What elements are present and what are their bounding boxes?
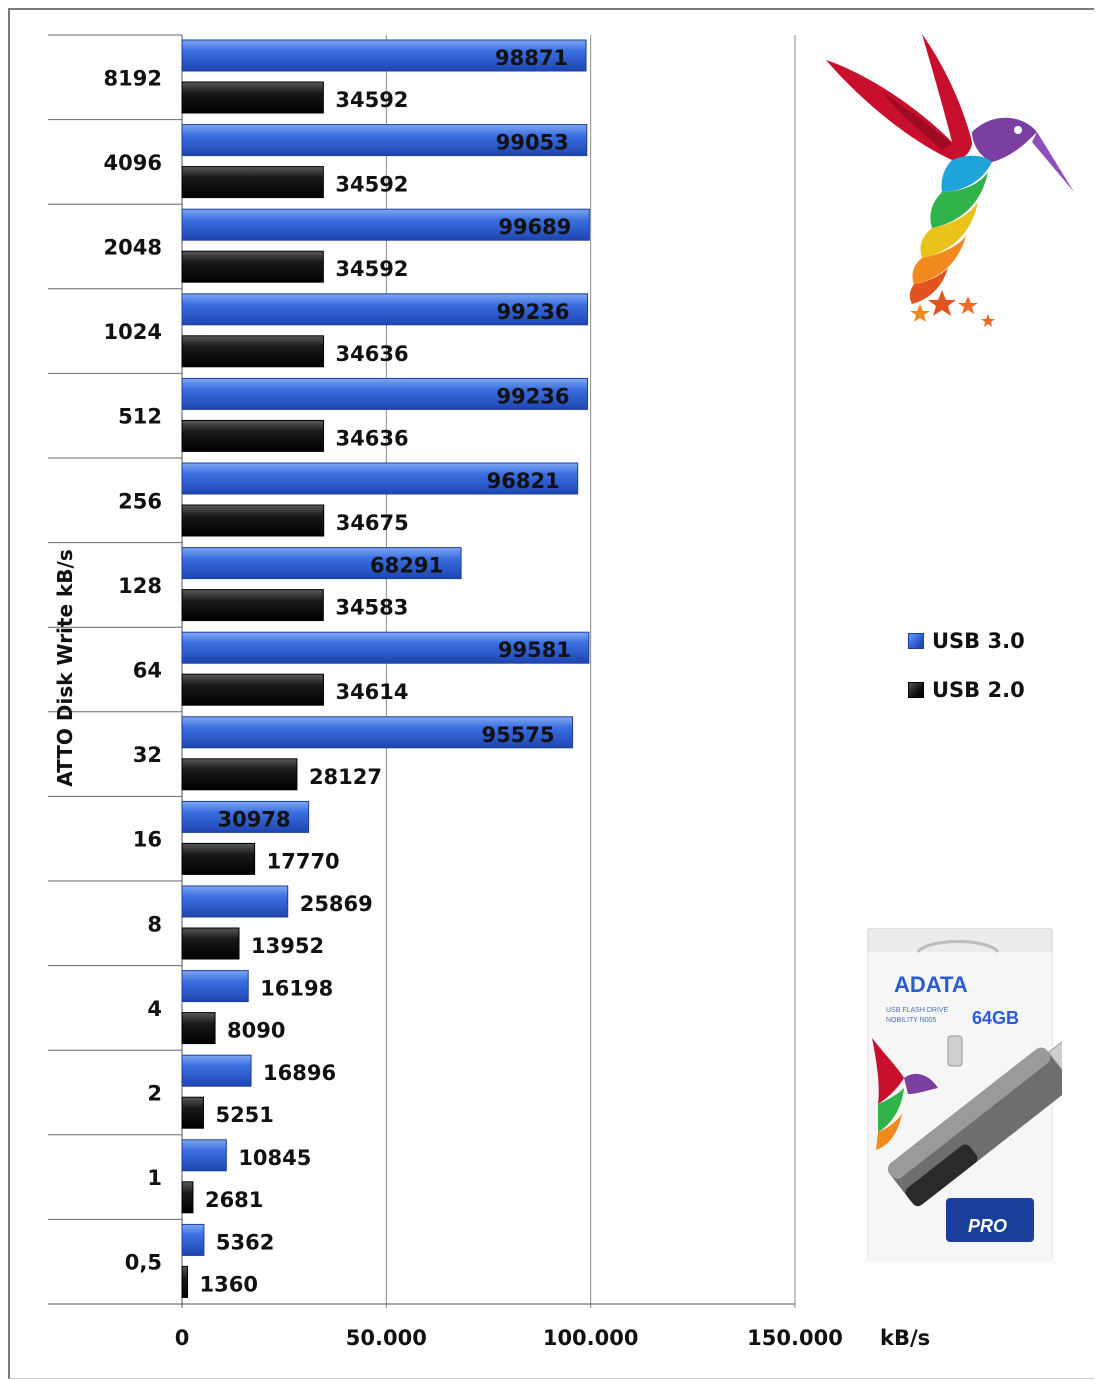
data-label-usb3: 96821 — [487, 469, 560, 493]
data-label-usb3: 16198 — [260, 977, 333, 1001]
data-label-usb2: 34614 — [335, 680, 408, 704]
legend-swatch-usb2 — [908, 682, 924, 698]
category-label: 8192 — [104, 66, 162, 90]
bar-usb2 — [182, 590, 323, 621]
data-label-usb2: 5251 — [215, 1103, 273, 1127]
legend-label-usb2: USB 2.0 — [932, 678, 1025, 702]
category-label: 64 — [133, 659, 162, 683]
x-tick-label: 150.000 — [747, 1326, 843, 1350]
data-label-usb2: 2681 — [205, 1188, 263, 1212]
bar-usb2 — [182, 928, 239, 959]
bar-usb2 — [182, 251, 323, 282]
data-label-usb2: 34636 — [336, 342, 409, 366]
category-label: 256 — [118, 489, 162, 513]
data-label-usb3: 99236 — [496, 384, 569, 408]
data-label-usb2: 34583 — [335, 596, 408, 620]
legend-item-usb3: USB 3.0 — [908, 629, 1025, 653]
data-label-usb2: 34636 — [336, 426, 409, 450]
data-label-usb3: 16896 — [263, 1061, 336, 1085]
bar-usb3 — [182, 1140, 226, 1171]
category-label: 4096 — [104, 151, 162, 175]
category-label: 16 — [133, 828, 162, 852]
data-label-usb2: 34592 — [335, 88, 408, 112]
category-label: 2 — [147, 1082, 162, 1106]
category-label: 0,5 — [125, 1251, 162, 1275]
category-label: 128 — [118, 574, 162, 598]
bar-usb2 — [182, 759, 297, 790]
data-label-usb3: 99236 — [496, 300, 569, 324]
bar-usb3 — [182, 886, 288, 917]
data-label-usb3: 25869 — [300, 892, 373, 916]
bar-usb2 — [182, 167, 323, 198]
data-label-usb2: 28127 — [309, 765, 382, 789]
data-label-usb2: 17770 — [267, 849, 340, 873]
product-line2: NOBILITY N005 — [886, 1017, 937, 1024]
product-badge: PRO — [968, 1216, 1007, 1236]
data-label-usb3: 99581 — [498, 638, 571, 662]
bar-usb2 — [182, 336, 324, 367]
data-label-usb2: 34675 — [336, 511, 409, 535]
data-label-usb3: 99053 — [496, 131, 569, 155]
x-axis-label: kB/s — [880, 1326, 930, 1350]
data-label-usb2: 13952 — [251, 934, 324, 958]
x-tick-label: 0 — [175, 1326, 190, 1350]
bar-usb3 — [182, 971, 248, 1002]
x-tick-label: 100.000 — [543, 1326, 639, 1350]
bar-usb2 — [182, 82, 323, 113]
y-axis-label: ATTO Disk Write kB/s — [53, 549, 77, 787]
data-label-usb3: 5362 — [216, 1230, 274, 1254]
category-label: 1 — [147, 1166, 162, 1190]
bar-usb2 — [182, 674, 323, 705]
category-label: 512 — [118, 405, 162, 429]
bar-usb3 — [182, 1055, 251, 1086]
hummingbird-logo — [822, 32, 1078, 332]
category-label: 1024 — [104, 320, 162, 344]
product-capacity: 64GB — [972, 1008, 1019, 1028]
bar-usb2 — [182, 1182, 193, 1213]
legend-item-usb2: USB 2.0 — [908, 678, 1025, 702]
legend-swatch-usb3 — [908, 633, 924, 649]
data-label-usb3: 99689 — [498, 215, 571, 239]
x-tick-label: 50.000 — [346, 1326, 427, 1350]
category-label: 2048 — [104, 236, 162, 260]
bar-usb2 — [182, 1097, 203, 1128]
data-label-usb3: 95575 — [482, 723, 555, 747]
category-label: 4 — [147, 997, 162, 1021]
data-label-usb3: 30978 — [218, 807, 291, 831]
data-label-usb2: 34592 — [335, 173, 408, 197]
bar-usb3 — [182, 1224, 204, 1255]
data-label-usb2: 1360 — [200, 1272, 258, 1296]
product-brand: ADATA — [894, 972, 968, 997]
bar-usb2 — [182, 505, 324, 536]
category-label: 32 — [133, 743, 162, 767]
bar-usb2 — [182, 1013, 215, 1044]
category-label: 8 — [147, 912, 162, 936]
data-label-usb2: 8090 — [227, 1019, 285, 1043]
bar-usb2 — [182, 420, 324, 451]
legend-label-usb3: USB 3.0 — [932, 629, 1025, 653]
data-label-usb3: 10845 — [238, 1146, 311, 1170]
adata-product-image: ADATA USB FLASH DRIVE NOBILITY N005 64GB… — [858, 928, 1062, 1262]
product-line1: USB FLASH DRIVE — [886, 1007, 949, 1014]
data-label-usb3: 68291 — [370, 554, 443, 578]
bar-usb2 — [182, 1266, 188, 1297]
bar-usb2 — [182, 843, 255, 874]
data-label-usb2: 34592 — [335, 257, 408, 281]
data-label-usb3: 98871 — [495, 46, 568, 70]
